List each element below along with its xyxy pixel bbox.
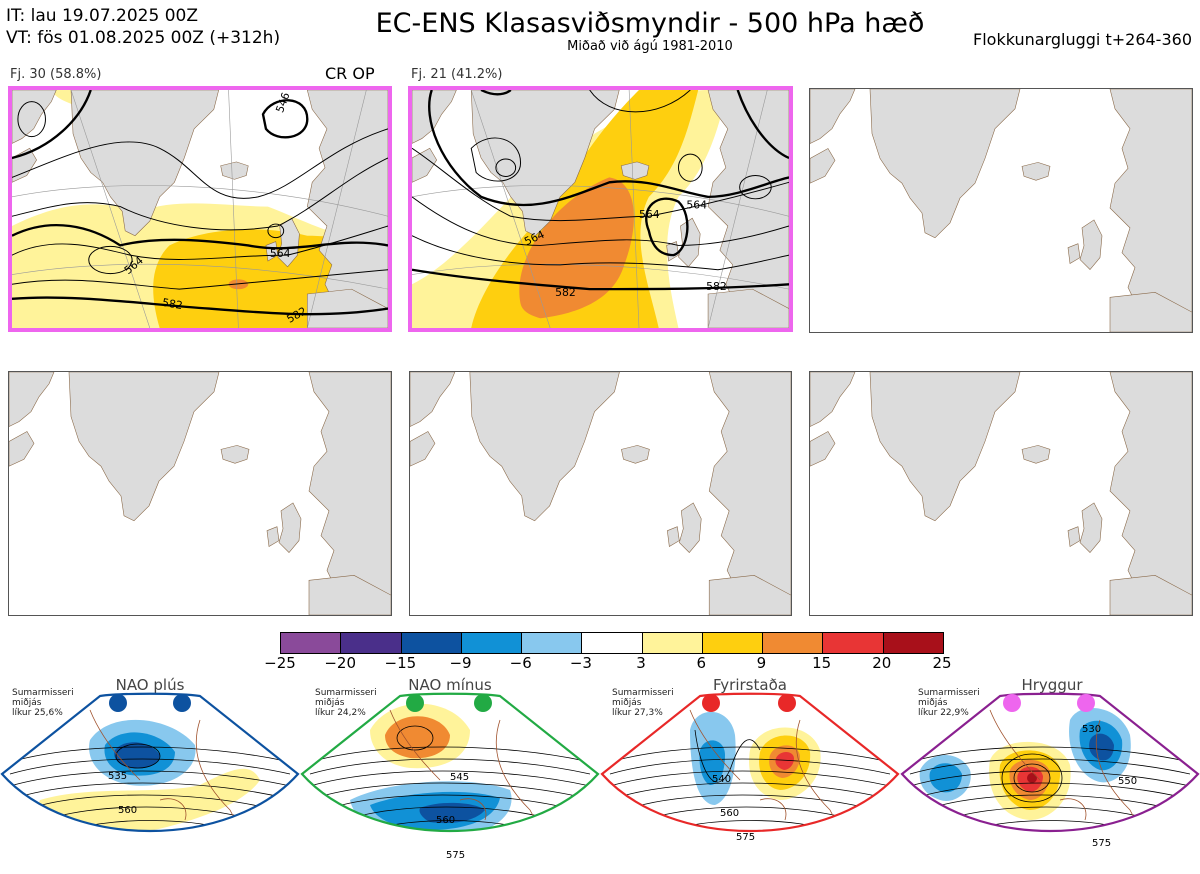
regime-name-3: Fyrirstaða: [713, 676, 787, 694]
contour-label: 564: [639, 208, 660, 221]
page-subtitle: Miðað við ágú 1981-2010: [567, 39, 733, 54]
map-panel-4-svg: [9, 372, 391, 615]
colorbar-swatch: [823, 633, 884, 653]
contour-label: 550: [1118, 776, 1137, 787]
colorbar: [280, 632, 944, 654]
regime-info-3: Sumarmisseri miðjás líkur 27,3%: [612, 688, 674, 718]
colorbar-tick-label: 15: [812, 654, 832, 672]
cluster-window: Flokkunargluggi t+264-360: [973, 30, 1192, 49]
header-info: IT: lau 19.07.2025 00Z VT: fös 01.08.202…: [6, 5, 280, 49]
colorbar-swatch: [341, 633, 402, 653]
colorbar-tick-label: −25: [264, 654, 296, 672]
contour-label: 530: [1082, 724, 1101, 735]
panel-1-label: Fj. 30 (58.8%): [10, 67, 102, 82]
contour-label: 535: [108, 771, 127, 782]
map-panel-5-svg: [410, 372, 791, 615]
regime-name-2: NAO mínus: [408, 676, 492, 694]
regime-season: Sumarmisseri: [918, 688, 980, 698]
contour-label: 582: [161, 296, 184, 312]
map-panel-2-svg: 564 564 564 582 582: [412, 90, 789, 328]
colorbar-swatch: [522, 633, 583, 653]
colorbar-swatch: [883, 633, 943, 653]
map-panel-4[interactable]: [8, 371, 392, 616]
contour-label: 560: [118, 805, 137, 816]
regime-info-2: Sumarmisseri miðjás líkur 24,2%: [315, 688, 377, 718]
map-panel-3-svg: [810, 89, 1192, 332]
contour-label: 575: [446, 850, 465, 861]
regime-probability: líkur 22,9%: [918, 708, 969, 718]
colorbar-swatch: [461, 633, 523, 653]
regime-mean: miðjás: [612, 698, 642, 708]
colorbar-tick-label: −3: [569, 654, 592, 672]
regime-probability: líkur 25,6%: [12, 708, 63, 718]
regime-season: Sumarmisseri: [12, 688, 74, 698]
colorbar-tick-label: 25: [932, 654, 952, 672]
panel-1-extra: CR OP: [325, 64, 375, 83]
regime-map-ridge[interactable]: 530 550 575: [900, 690, 1200, 870]
regime-map-nao-minus[interactable]: 545 560 575: [300, 690, 600, 870]
regime-map-nao-minus-svg: 545 560 575: [300, 692, 600, 861]
regime-season: Sumarmisseri: [315, 688, 377, 698]
page-title: EC-ENS Klasasviðsmyndir - 500 hPa hæð: [375, 8, 925, 39]
contour-label: 560: [720, 808, 739, 819]
colorbar-tick-label: 20: [872, 654, 892, 672]
anomaly-positive-high: [519, 177, 634, 319]
contour-label: 560: [436, 815, 455, 826]
map-panel-5[interactable]: [409, 371, 792, 616]
regime-map-ridge-svg: 530 550 575: [900, 692, 1200, 849]
regime-name-1: NAO plús: [115, 676, 185, 694]
contour-label: 582: [555, 286, 576, 299]
valid-time: VT: fös 01.08.2025 00Z (+312h): [6, 28, 281, 48]
colorbar-tick-label: −15: [384, 654, 417, 672]
map-panel-1-svg: 546 564 564 582 582: [12, 90, 388, 328]
contour-label: 540: [712, 774, 731, 785]
colorbar-tick-label: −6: [509, 654, 532, 672]
map-panel-1[interactable]: 546 564 564 582 582: [8, 86, 392, 332]
regime-map-blocking-svg: 540 560 575: [600, 692, 900, 843]
panel-2-label: Fj. 21 (41.2%): [411, 67, 503, 82]
contour-label: 575: [736, 832, 755, 843]
contour-label: 575: [1092, 838, 1111, 849]
regime-info-1: Sumarmisseri miðjás líkur 25,6%: [12, 688, 74, 718]
map-panel-3[interactable]: [809, 88, 1193, 333]
colorbar-tick-label: 6: [696, 654, 707, 672]
header-title-block: EC-ENS Klasasviðsmyndir - 500 hPa hæð Mi…: [300, 8, 1000, 54]
regime-info-4: Sumarmisseri miðjás líkur 22,9%: [918, 688, 980, 718]
colorbar-swatch: [281, 633, 342, 653]
contour-label: 564: [270, 247, 291, 260]
regime-mean: miðjás: [12, 698, 42, 708]
init-time: IT: lau 19.07.2025 00Z: [6, 6, 198, 26]
regime-map-nao-plus-svg: 535 560: [0, 692, 300, 833]
map-panel-2[interactable]: 564 564 564 582 582: [408, 86, 793, 332]
regime-map-nao-plus[interactable]: 535 560: [0, 690, 300, 870]
map-panel-6-svg: [810, 372, 1192, 615]
map-panel-6[interactable]: [809, 371, 1193, 616]
regime-name-4: Hryggur: [1021, 676, 1083, 694]
colorbar-swatch: [763, 633, 824, 653]
regime-season: Sumarmisseri: [612, 688, 674, 698]
contour-label: 582: [706, 280, 727, 293]
colorbar-tick-label: 3: [636, 654, 646, 672]
regime-probability: líkur 24,2%: [315, 708, 366, 718]
regime-probability: líkur 27,3%: [612, 708, 663, 718]
colorbar-tick-label: 9: [756, 654, 767, 672]
contour-label: 564: [686, 199, 707, 212]
regime-mean: miðjás: [918, 698, 948, 708]
colorbar-swatch: [401, 633, 462, 653]
colorbar-swatch: [582, 633, 643, 653]
regime-mean: miðjás: [315, 698, 345, 708]
colorbar-tick-label: −20: [324, 654, 356, 672]
colorbar-swatch: [642, 633, 703, 653]
colorbar-swatch: [702, 633, 764, 653]
colorbar-tick-label: −9: [449, 654, 472, 672]
contour-label: 545: [450, 772, 469, 783]
regime-map-blocking[interactable]: 540 560 575: [600, 690, 900, 870]
